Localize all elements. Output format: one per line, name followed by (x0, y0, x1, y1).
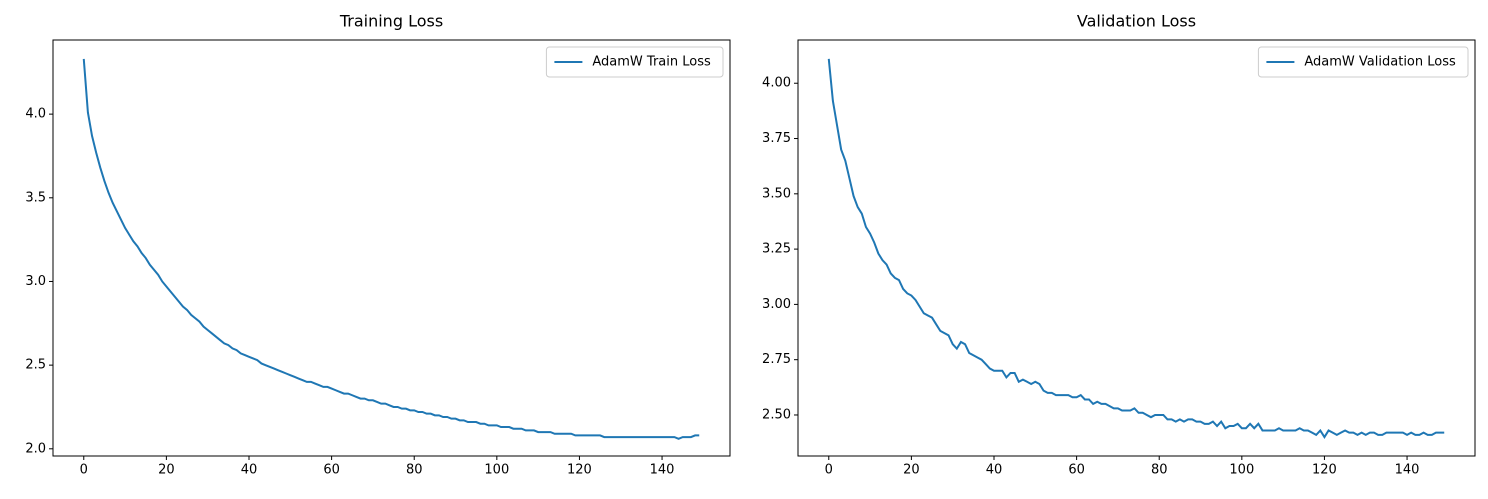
x-tick-label: 60 (323, 463, 340, 478)
line (827, 58, 1445, 439)
y-tick-label: 3.25 (762, 242, 791, 257)
x-tick-label: 40 (986, 463, 1003, 478)
y-tick-label: 3.50 (762, 186, 791, 201)
y-tick-label: 2.0 (25, 441, 46, 456)
legend: AdamW Validation Loss (1257, 46, 1469, 78)
y-tick-label: 2.5 (25, 358, 46, 373)
x-tick-label: 40 (241, 463, 258, 478)
x-tick-label: 0 (80, 463, 88, 478)
y-tick-label: 3.75 (762, 131, 791, 146)
x-tick-label: 20 (903, 463, 920, 478)
x-tick-label: 120 (567, 463, 592, 478)
x-tick-label: 120 (1312, 463, 1337, 478)
y-tick-label: 2.75 (762, 352, 791, 367)
x-tick-label: 0 (825, 463, 833, 478)
x-tick-label: 100 (484, 463, 509, 478)
line (82, 58, 700, 440)
x-tick-label: 60 (1068, 463, 1085, 478)
x-tick-label: 100 (1229, 463, 1254, 478)
legend-label: AdamW Validation Loss (1304, 55, 1456, 70)
y-tick-label: 4.0 (25, 107, 46, 122)
x-tick-label: 140 (1395, 463, 1420, 478)
y-tick-label: 4.00 (762, 76, 791, 91)
y-tick-label: 3.00 (762, 297, 791, 312)
legend-box (545, 46, 724, 78)
legend-label: AdamW Train Loss (592, 55, 711, 70)
x-tick-label: 20 (158, 463, 175, 478)
chart-title: Training Loss (339, 12, 443, 31)
axes-frame (52, 39, 731, 457)
legend-box (1257, 46, 1469, 78)
y-tick-label: 2.50 (762, 407, 791, 422)
x-tick-label: 140 (650, 463, 675, 478)
legend: AdamW Train Loss (545, 46, 724, 78)
y-tick-label: 3.5 (25, 190, 46, 205)
x-tick-label: 80 (406, 463, 423, 478)
chart-title: Validation Loss (1077, 12, 1196, 31)
y-tick-label: 3.0 (25, 274, 46, 289)
axes-frame (797, 39, 1476, 457)
x-tick-label: 80 (1151, 463, 1168, 478)
